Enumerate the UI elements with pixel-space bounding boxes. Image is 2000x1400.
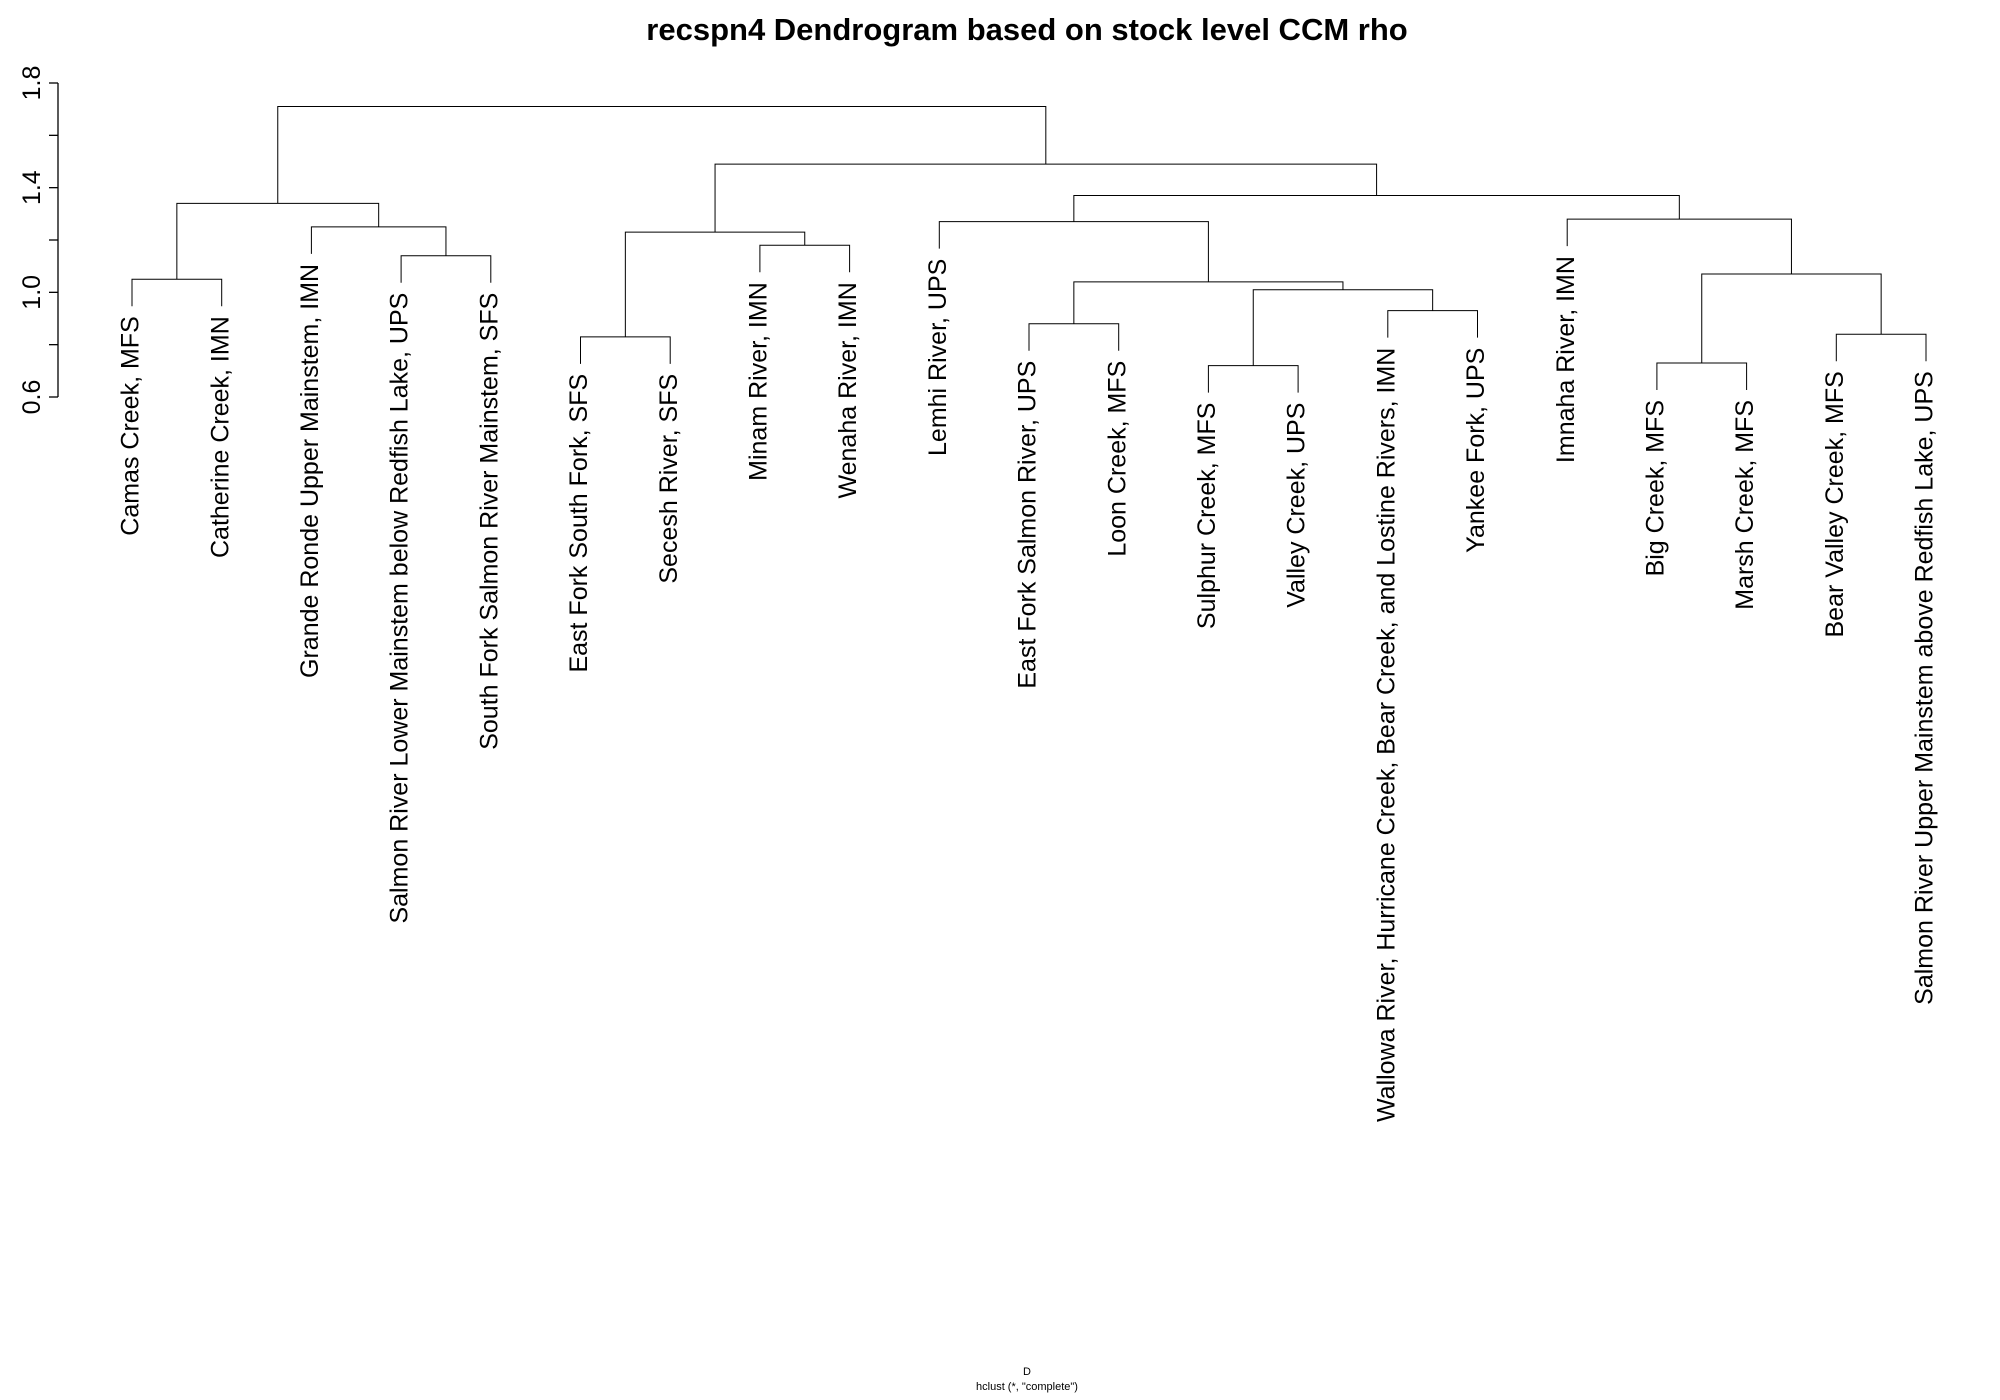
leaf-label: East Fork Salmon River, UPS [1014, 361, 1042, 689]
y-tick-label: 1.8 [18, 66, 46, 101]
leaf-label: Catherine Creek, IMN [206, 316, 234, 558]
merge-link [1566, 218, 1792, 275]
leaf-label: Wallowa River, Hurricane Creek, Bear Cre… [1372, 348, 1400, 1122]
leaf-label: Salmon River Lower Mainstem below Redfis… [386, 293, 414, 924]
leaf-label: Marsh Creek, MFS [1731, 400, 1759, 610]
leaf-label: Secesh River, SFS [655, 374, 683, 584]
leaf-label: Grande Ronde Upper Mainstem, IMN [296, 264, 324, 678]
leaf-label: Yankee Fork, UPS [1462, 348, 1490, 553]
merge-link [1387, 310, 1478, 338]
leaf-label: Wenaha River, IMN [834, 282, 862, 498]
merge-link [310, 226, 447, 256]
merge-link [1835, 333, 1927, 362]
merge-link [277, 106, 1047, 204]
leaf-label: Minam River, IMN [745, 282, 773, 481]
leaf-label: Sulphur Creek, MFS [1193, 403, 1221, 629]
merge-link [938, 221, 1209, 282]
leaf-label: Lemhi River, UPS [924, 259, 952, 456]
y-tick-label: 1.0 [18, 275, 46, 310]
merge-link [131, 278, 223, 307]
merge-link [400, 255, 492, 283]
merge-link [580, 336, 671, 364]
leaf-label: Loon Creek, MFS [1103, 361, 1131, 557]
merge-link [1701, 273, 1882, 363]
merge-link [1252, 289, 1434, 366]
leaf-label: Salmon River Upper Mainstem above Redfis… [1911, 371, 1939, 1005]
merge-link [1656, 362, 1748, 390]
leaf-label: East Fork South Fork, SFS [565, 374, 593, 673]
leaf-label: Imnaha River, IMN [1552, 256, 1580, 463]
subtitle: hclust (*, "complete") [976, 1381, 1078, 1393]
merge-link [1073, 281, 1344, 324]
merge-link [1207, 365, 1299, 393]
merge-link [1073, 195, 1680, 222]
y-tick-label: 1.4 [18, 170, 46, 205]
leaf-label: South Fork Salmon River Mainstem, SFS [475, 293, 503, 750]
merge-link [1028, 323, 1120, 351]
merge-link [759, 244, 851, 273]
merge-link [624, 231, 806, 337]
y-tick-label: 0.6 [18, 380, 46, 415]
leaf-label: Camas Creek, MFS [117, 316, 145, 535]
x-axis-label: D [1023, 1366, 1031, 1378]
merge-link [176, 202, 380, 280]
chart-title: recspn4 Dendrogram based on stock level … [646, 12, 1407, 47]
leaf-label: Bear Valley Creek, MFS [1821, 371, 1849, 637]
leaf-label: Big Creek, MFS [1642, 400, 1670, 576]
merge-link [714, 163, 1378, 233]
leaf-label: Valley Creek, UPS [1283, 403, 1311, 608]
